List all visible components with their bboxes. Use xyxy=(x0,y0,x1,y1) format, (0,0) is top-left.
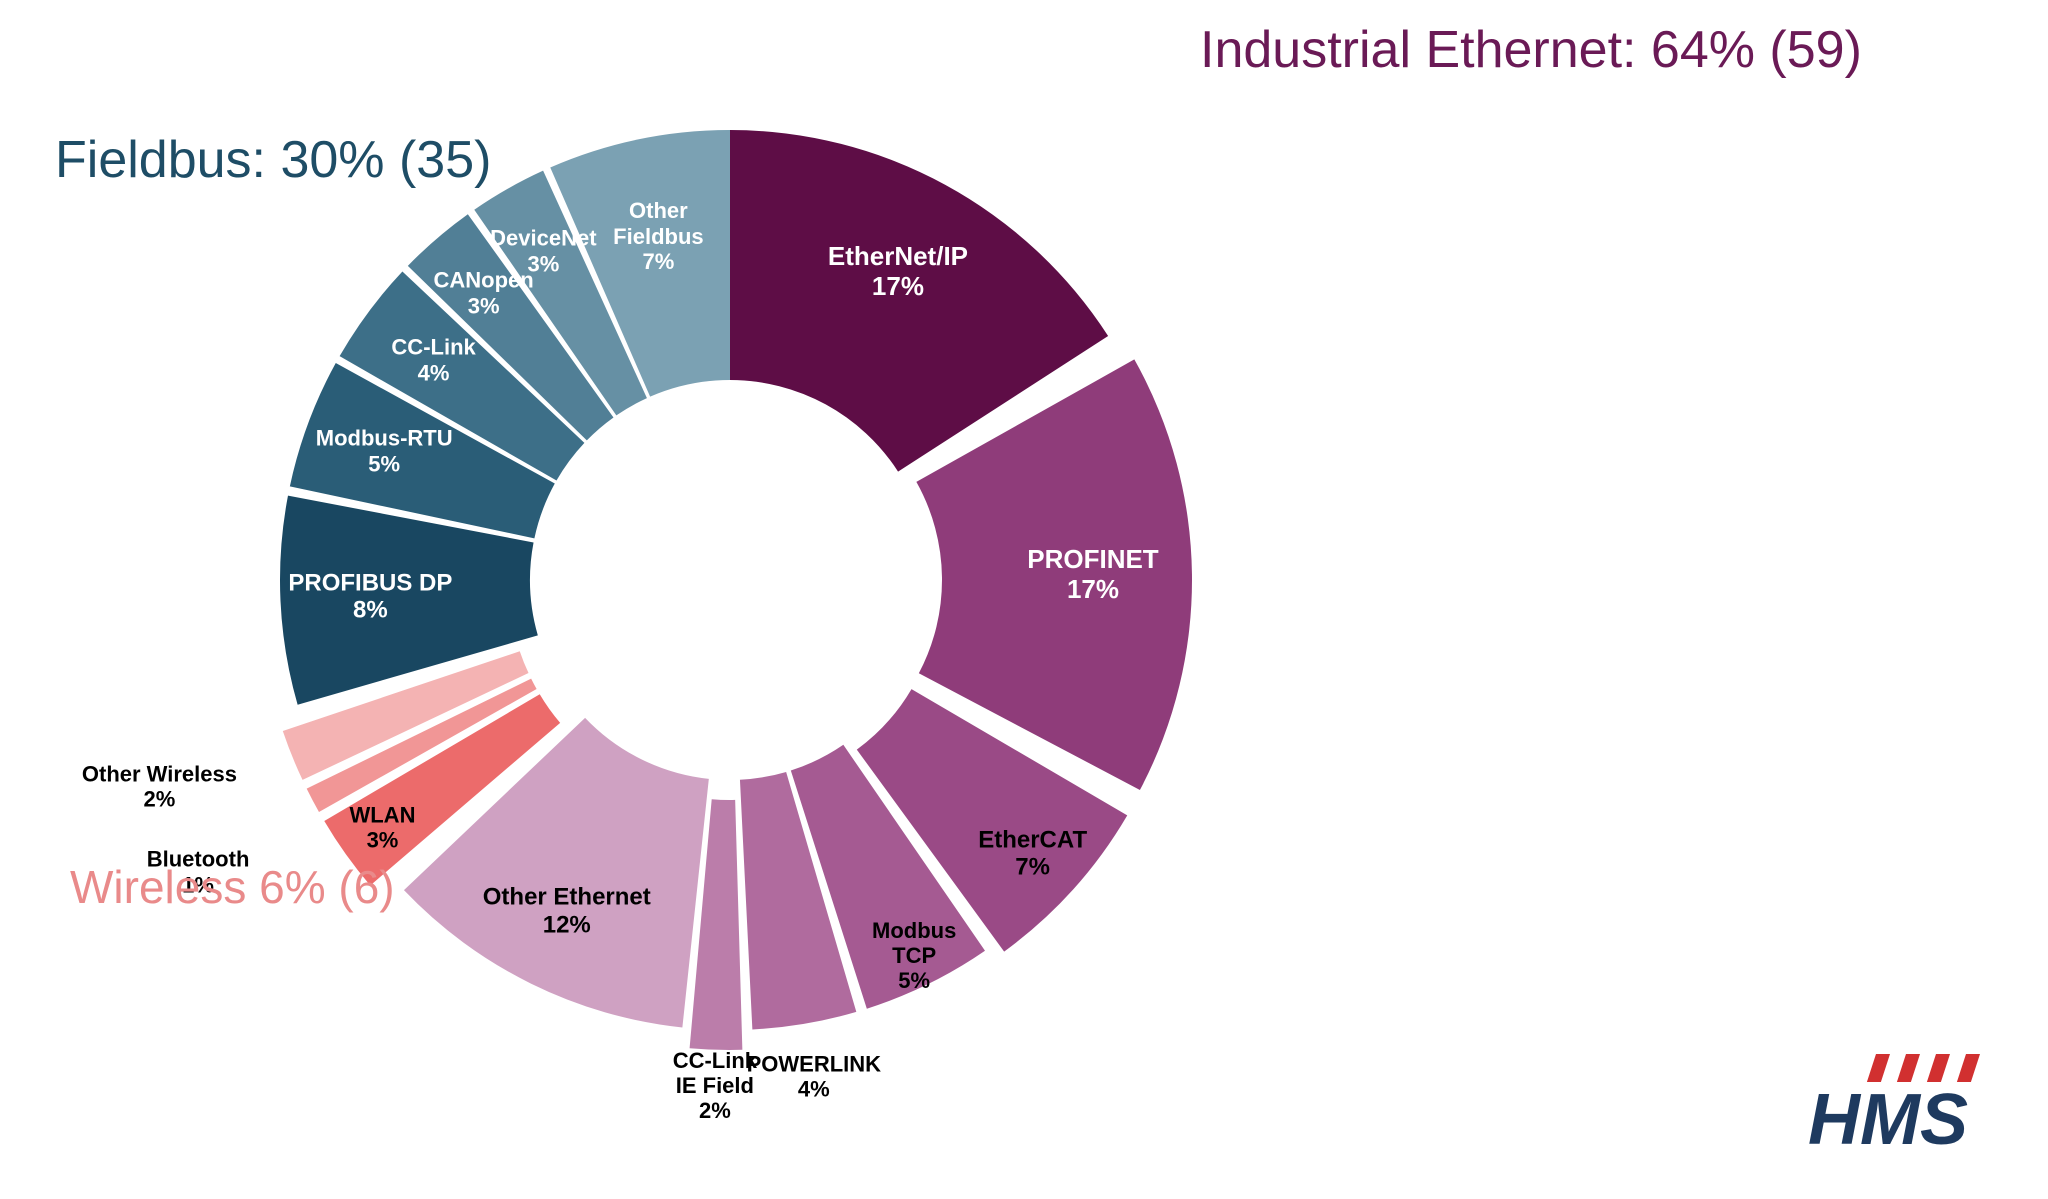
slice-name: Other xyxy=(613,198,703,223)
slice-pct: 7% xyxy=(613,249,703,274)
slice-pct: 17% xyxy=(828,272,968,302)
slice-name: CC-Link xyxy=(673,1048,757,1073)
slice-name: Fieldbus xyxy=(613,224,703,249)
slice-pct: 3% xyxy=(490,251,596,276)
slice-name: EtherNet/IP xyxy=(828,242,968,272)
slice-label-modbus-rtu: Modbus-RTU5% xyxy=(316,426,453,477)
slice-name: POWERLINK xyxy=(747,1052,881,1077)
slice-label-profibus-dp: PROFIBUS DP8% xyxy=(288,569,452,624)
slice-pct: 4% xyxy=(391,360,475,385)
slice-label-other-fieldbus: OtherFieldbus7% xyxy=(613,198,703,274)
group-title-industrial_ethernet: Industrial Ethernet: 64% (59) xyxy=(1200,20,1862,80)
hms-logo: HMS xyxy=(1808,1054,2008,1169)
slice-name: Other Ethernet xyxy=(483,883,651,911)
slice-name: PROFINET xyxy=(1027,545,1158,575)
slice-pct: 2% xyxy=(673,1098,757,1123)
chart-stage: { "canvas": { "width": 2048, "height": 1… xyxy=(0,0,2048,1199)
slice-pct: 3% xyxy=(434,293,534,318)
slice-name: CC-Link xyxy=(391,335,475,360)
slice-label-modbus-tcp: ModbusTCP5% xyxy=(872,918,956,994)
slice-label-powerlink: POWERLINK4% xyxy=(747,1052,881,1103)
slice-pct: 12% xyxy=(483,911,651,939)
slice-label-wlan: WLAN3% xyxy=(349,803,415,854)
slice-name: PROFIBUS DP xyxy=(288,569,452,597)
slice-pct: 3% xyxy=(349,828,415,853)
slice-pct: 5% xyxy=(872,968,956,993)
slice-name: Other Wireless xyxy=(82,762,237,787)
slice-pct: 8% xyxy=(288,597,452,625)
group-title-wireless: Wireless 6% (6) xyxy=(70,860,395,914)
slice-pct: 17% xyxy=(1027,575,1158,605)
slice-name: IE Field xyxy=(673,1073,757,1098)
slice-name: WLAN xyxy=(349,803,415,828)
slice-label-profinet: PROFINET17% xyxy=(1027,545,1158,605)
slice-label-other-wireless: Other Wireless2% xyxy=(82,762,237,813)
slice-name: Modbus xyxy=(872,918,956,943)
logo-text: HMS xyxy=(1808,1080,1968,1160)
slice-label-ethernet-ip: EtherNet/IP17% xyxy=(828,242,968,302)
slice-label-ethercat: EtherCAT7% xyxy=(978,826,1087,881)
slice-label-cc-link-ie-field: CC-LinkIE Field2% xyxy=(673,1048,757,1124)
slice-name: DeviceNet xyxy=(490,226,596,251)
slice-name: EtherCAT xyxy=(978,826,1087,854)
slice-pct: 2% xyxy=(82,787,237,812)
slice-name: Modbus-RTU xyxy=(316,426,453,451)
slice-label-cc-link: CC-Link4% xyxy=(391,335,475,386)
slice-pct: 7% xyxy=(978,854,1087,882)
slice-name: TCP xyxy=(872,943,956,968)
slice-label-other-ethernet: Other Ethernet12% xyxy=(483,883,651,938)
slice-pct: 4% xyxy=(747,1077,881,1102)
slice-pct: 5% xyxy=(316,451,453,476)
group-title-fieldbus: Fieldbus: 30% (35) xyxy=(55,130,491,190)
slice-label-devicenet: DeviceNet3% xyxy=(490,226,596,277)
